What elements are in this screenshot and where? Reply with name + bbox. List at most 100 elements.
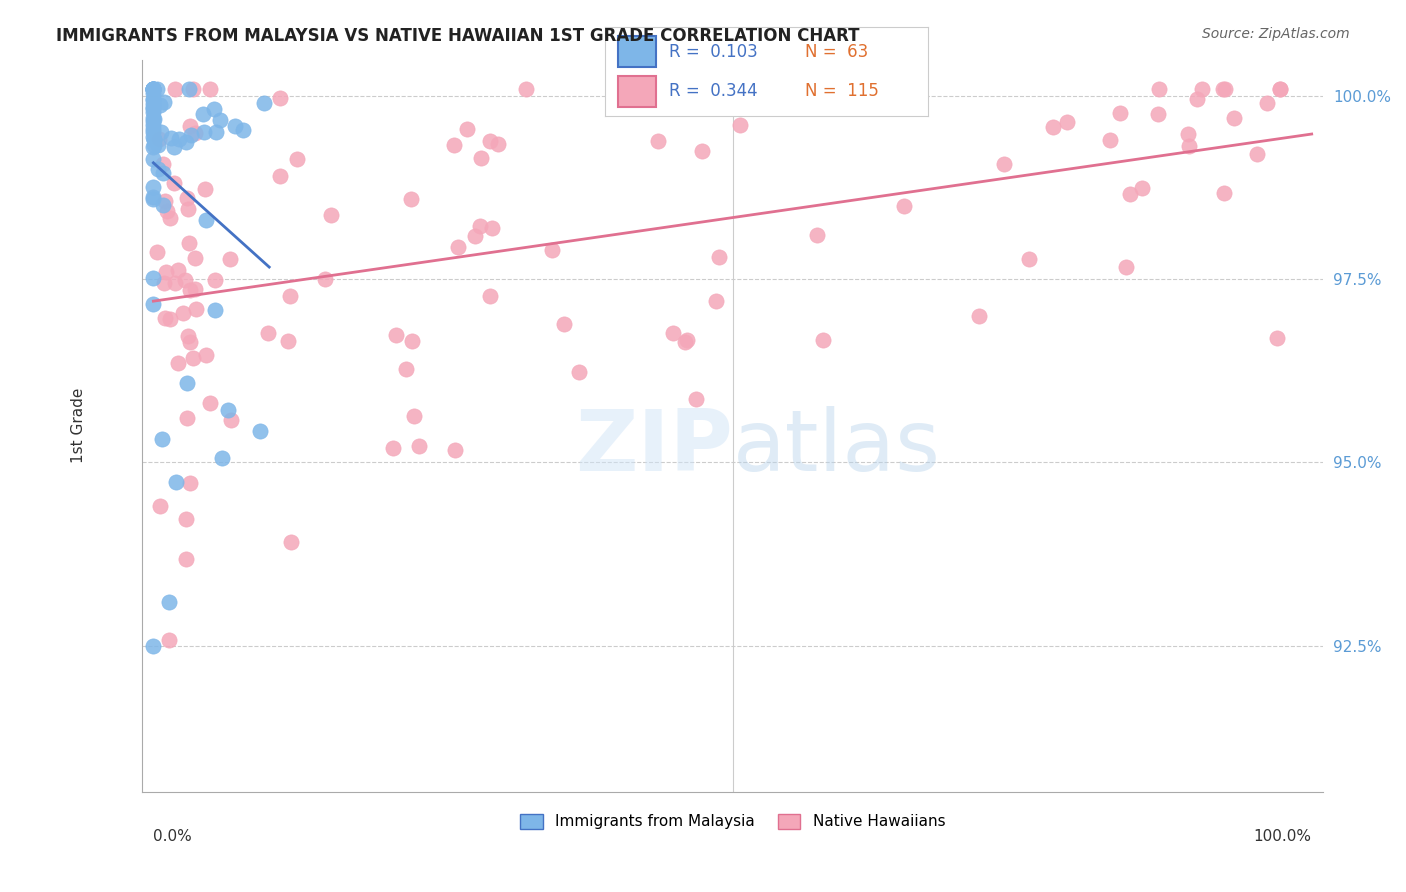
Immigrants from Malaysia [160, 131, 183, 145]
Native Hawaiians [553, 317, 575, 331]
Native Hawaiians [179, 120, 201, 134]
Legend: Immigrants from Malaysia, Native Hawaiians: Immigrants from Malaysia, Native Hawaiia… [513, 807, 952, 836]
Native Hawaiians [1130, 181, 1153, 195]
Immigrants from Malaysia [253, 96, 276, 111]
Native Hawaiians [159, 211, 181, 225]
Text: R =  0.344: R = 0.344 [669, 82, 758, 100]
Native Hawaiians [479, 289, 502, 303]
Immigrants from Malaysia [224, 119, 246, 133]
Native Hawaiians [1149, 82, 1171, 96]
Native Hawaiians [399, 192, 422, 206]
Native Hawaiians [184, 251, 207, 265]
Native Hawaiians [540, 243, 562, 257]
Native Hawaiians [174, 272, 197, 286]
Immigrants from Malaysia [157, 595, 180, 609]
Immigrants from Malaysia [152, 166, 174, 180]
Native Hawaiians [1178, 138, 1201, 153]
Native Hawaiians [447, 240, 470, 254]
Native Hawaiians [163, 176, 186, 190]
Native Hawaiians [967, 309, 990, 323]
Native Hawaiians [408, 439, 430, 453]
Immigrants from Malaysia [152, 198, 174, 212]
Immigrants from Malaysia [143, 133, 166, 147]
Immigrants from Malaysia [142, 639, 165, 653]
Native Hawaiians [1256, 95, 1278, 110]
Native Hawaiians [184, 302, 207, 317]
Y-axis label: 1st Grade: 1st Grade [72, 388, 86, 464]
Native Hawaiians [470, 219, 492, 234]
FancyBboxPatch shape [617, 76, 657, 107]
Native Hawaiians [167, 356, 190, 370]
Native Hawaiians [456, 122, 478, 136]
Native Hawaiians [219, 252, 242, 267]
Native Hawaiians [993, 157, 1015, 171]
Immigrants from Malaysia [142, 297, 165, 311]
Immigrants from Malaysia [142, 192, 165, 206]
FancyBboxPatch shape [617, 36, 657, 67]
Text: 0.0%: 0.0% [153, 829, 193, 844]
Immigrants from Malaysia [142, 97, 165, 112]
Native Hawaiians [181, 82, 204, 96]
Native Hawaiians [277, 334, 299, 348]
Immigrants from Malaysia [146, 161, 169, 176]
Native Hawaiians [167, 263, 190, 277]
Native Hawaiians [285, 152, 308, 166]
Immigrants from Malaysia [204, 303, 226, 318]
Immigrants from Malaysia [142, 190, 165, 204]
Native Hawaiians [402, 409, 425, 423]
Native Hawaiians [1119, 186, 1142, 201]
Native Hawaiians [444, 442, 467, 457]
Native Hawaiians [1265, 331, 1288, 345]
Native Hawaiians [470, 151, 492, 165]
Immigrants from Malaysia [142, 140, 165, 154]
Native Hawaiians [1147, 107, 1170, 121]
Native Hawaiians [806, 228, 828, 243]
Immigrants from Malaysia [180, 128, 202, 143]
Native Hawaiians [481, 221, 503, 235]
Native Hawaiians [1213, 82, 1236, 96]
Immigrants from Malaysia [249, 424, 271, 438]
Native Hawaiians [1270, 82, 1292, 96]
Native Hawaiians [200, 396, 222, 410]
Native Hawaiians [319, 208, 342, 222]
Immigrants from Malaysia [142, 101, 165, 115]
Native Hawaiians [146, 244, 169, 259]
Immigrants from Malaysia [143, 112, 166, 127]
Immigrants from Malaysia [142, 82, 165, 96]
Native Hawaiians [156, 203, 179, 218]
Immigrants from Malaysia [191, 107, 214, 121]
Native Hawaiians [179, 335, 201, 350]
Native Hawaiians [1246, 147, 1268, 161]
Native Hawaiians [704, 293, 727, 308]
Native Hawaiians [174, 512, 197, 526]
Text: N =  63: N = 63 [806, 43, 869, 61]
Text: 100.0%: 100.0% [1254, 829, 1312, 844]
Native Hawaiians [1191, 82, 1213, 96]
Native Hawaiians [1185, 92, 1208, 106]
Immigrants from Malaysia [177, 82, 200, 96]
Native Hawaiians [194, 182, 217, 196]
Native Hawaiians [813, 333, 835, 347]
Native Hawaiians [177, 328, 200, 343]
Native Hawaiians [194, 348, 217, 362]
Native Hawaiians [675, 333, 697, 347]
Native Hawaiians [176, 191, 198, 205]
Native Hawaiians [1042, 120, 1064, 135]
Native Hawaiians [269, 91, 291, 105]
Native Hawaiians [1212, 82, 1234, 96]
Native Hawaiians [179, 235, 201, 250]
Native Hawaiians [1098, 133, 1121, 147]
Native Hawaiians [903, 82, 925, 96]
Native Hawaiians [486, 137, 509, 152]
Native Hawaiians [153, 194, 176, 209]
Immigrants from Malaysia [142, 82, 165, 96]
Native Hawaiians [1213, 186, 1236, 200]
Native Hawaiians [673, 334, 696, 349]
Text: N =  115: N = 115 [806, 82, 879, 100]
Native Hawaiians [269, 169, 291, 183]
Immigrants from Malaysia [142, 125, 165, 139]
Native Hawaiians [1177, 127, 1199, 141]
Immigrants from Malaysia [142, 122, 165, 136]
Native Hawaiians [314, 272, 336, 286]
Native Hawaiians [568, 365, 591, 379]
